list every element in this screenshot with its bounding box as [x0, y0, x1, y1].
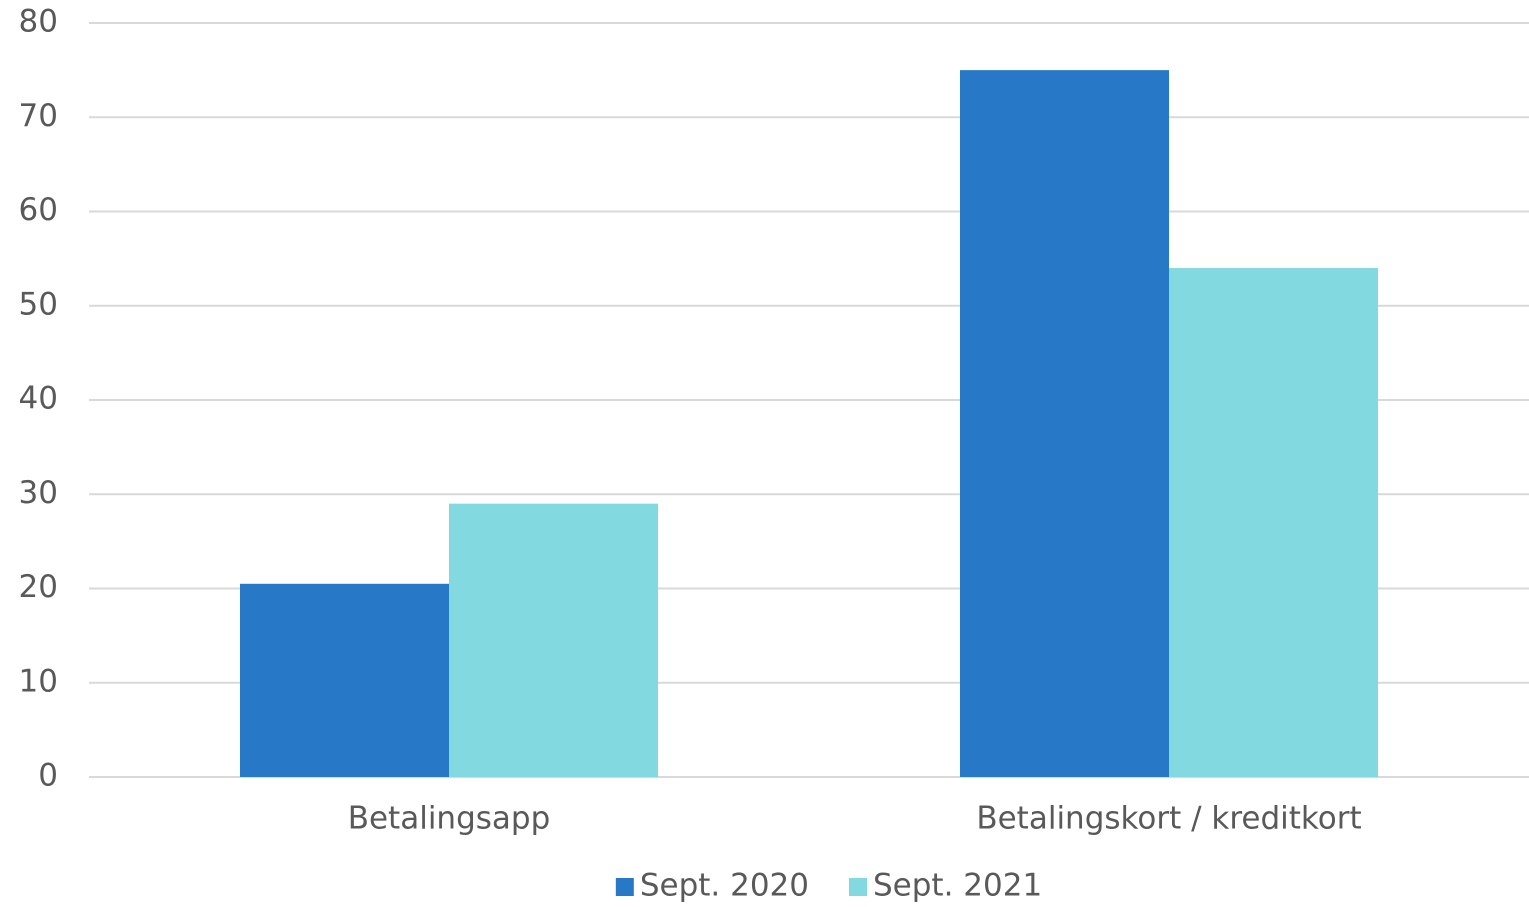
- y-tick-label: 60: [19, 192, 58, 228]
- x-tick-label: Betalingskort / kreditkort: [976, 801, 1361, 837]
- x-tick-label: Betalingsapp: [348, 801, 551, 837]
- legend-label: Sept. 2020: [640, 868, 809, 904]
- y-tick-label: 20: [19, 569, 58, 605]
- y-tick-label: 0: [38, 758, 58, 794]
- y-tick-label: 40: [19, 381, 58, 417]
- y-tick-label: 80: [19, 4, 58, 40]
- bar: [240, 583, 449, 777]
- y-tick-label: 30: [19, 475, 58, 511]
- bar: [449, 503, 658, 777]
- legend-swatch: [849, 878, 867, 896]
- legend-swatch: [615, 878, 634, 896]
- y-tick-label: 50: [19, 286, 58, 322]
- y-tick-label: 70: [19, 98, 58, 134]
- bar: [1169, 268, 1378, 777]
- bar: [960, 70, 1169, 777]
- y-tick-label: 10: [19, 663, 58, 699]
- legend-label: Sept. 2021: [873, 868, 1042, 904]
